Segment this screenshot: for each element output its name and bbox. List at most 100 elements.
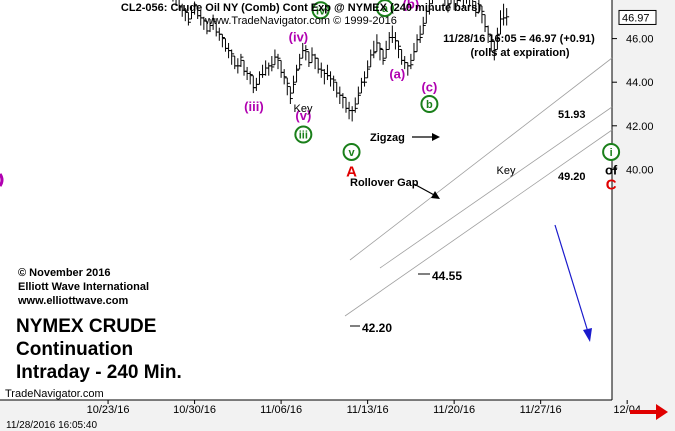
price-bar: [365, 60, 371, 79]
svg-text:b: b: [426, 99, 433, 111]
price-bar: [303, 45, 309, 61]
key-lower-label: Key: [497, 165, 516, 177]
timestamp-label: 11/28/2016 16:05:40: [6, 420, 97, 431]
svg-text:C: C: [606, 177, 617, 194]
price-bars: [172, 0, 510, 122]
price-bar: [448, 0, 452, 5]
date-axis: [0, 400, 675, 431]
svg-text:(iii): (iii): [244, 99, 264, 114]
price-bar: [331, 75, 337, 91]
price-bar: [210, 14, 216, 30]
rollover-gap-label: Rollover Gap: [350, 177, 419, 189]
rollover-gap-arrow-head: [431, 191, 440, 199]
wave-label: (a): [389, 66, 405, 81]
wave-label: (v): [295, 108, 311, 123]
scroll-right-arrow-icon[interactable]: [630, 404, 668, 420]
offscreen-label-fragment: [0, 173, 4, 187]
svg-text:(c): (c): [421, 80, 437, 95]
zigzag-label: Zigzag: [370, 132, 405, 144]
wave-label: v: [342, 142, 361, 161]
price-bar: [297, 53, 303, 70]
date-tick-label: 11/27/16: [520, 404, 562, 416]
channel-lines: [344, 57, 613, 317]
svg-text:v: v: [348, 147, 355, 159]
projection-arrow-head: [583, 328, 592, 342]
date-tick-label: 11/13/16: [347, 404, 389, 416]
price-bar: [408, 53, 414, 70]
continuation-title: Continuation: [16, 339, 133, 360]
price-bar: [494, 27, 500, 50]
svg-text:(v): (v): [295, 108, 311, 123]
projection-arrow: [554, 224, 589, 333]
price-bar: [355, 86, 361, 105]
plot-area: [0, 0, 612, 400]
price-bar: [420, 16, 426, 35]
price-tick-label: 44.00: [626, 77, 654, 89]
wave-label: (c): [421, 80, 437, 95]
wave-label: C: [606, 177, 617, 194]
price-bar: [430, 0, 434, 5]
last-price-label: 46.97: [622, 12, 650, 24]
website-line: www.elliottwave.com: [17, 295, 128, 307]
price-bar: [444, 0, 446, 6]
wave-label: (iii): [244, 99, 264, 114]
wave-label: a: [375, 0, 394, 18]
rolls-note: (rolls at expiration): [470, 47, 569, 59]
price-bar: [488, 33, 494, 52]
channel-lower: [344, 129, 613, 317]
price-bar: [182, 8, 188, 22]
timeframe-title: Intraday - 240 Min.: [16, 362, 182, 383]
channel-upper: [349, 57, 613, 261]
price-bar: [238, 53, 244, 67]
low-a-label: 42.20: [362, 321, 392, 335]
key-upper-label: Key: [294, 103, 313, 115]
key-lower-value: 49.20: [558, 171, 586, 183]
price-bar: [377, 42, 383, 61]
price-bar: [426, 0, 432, 15]
svg-text:A: A: [346, 164, 357, 181]
price-bar: [287, 86, 293, 104]
wave-label: i: [602, 142, 621, 161]
wave-label: A: [346, 164, 357, 181]
svg-text:(iv): (iv): [289, 29, 309, 44]
svg-text:a: a: [382, 3, 389, 15]
price-tick-label: 42.00: [626, 121, 654, 133]
date-tick-label: 11/06/16: [260, 404, 302, 416]
price-bar: [462, 0, 464, 9]
price-bar: [362, 71, 368, 87]
price-bar: [472, 0, 474, 11]
svg-text:of: of: [605, 162, 618, 177]
price-bar: [504, 8, 510, 26]
price-bar: [380, 49, 386, 65]
wave-label: iii: [294, 125, 313, 144]
price-bar: [371, 40, 377, 59]
svg-text:iv: iv: [316, 5, 326, 17]
wave-label: (iv): [289, 29, 309, 44]
price-tick-label: 40.00: [626, 164, 654, 176]
date-tick-label: 11/20/16: [433, 404, 475, 416]
wave-label: (b): [403, 0, 420, 12]
price-bar: [175, 0, 177, 6]
quote-line: 11/28/16 16:05 = 46.97 (+0.91): [443, 33, 595, 45]
low-b-label: 44.55: [432, 269, 462, 283]
key-upper-value: 51.93: [558, 109, 586, 121]
chart-subtitle: www.TradeNavigator.com © 1999-2016: [204, 15, 397, 27]
wave-label: of: [605, 162, 618, 177]
price-tick-label: 46.00: [626, 34, 654, 46]
price-bar: [185, 11, 191, 26]
price-bar: [352, 97, 358, 113]
wave-labels: (A)Yc(v)iii(ii)(i)(iii)(iv)iv(v)iiivAa(b…: [244, 0, 621, 194]
price-bar: [417, 25, 423, 43]
price-bar: [275, 53, 281, 70]
svg-text:(a): (a): [389, 66, 405, 81]
price-bar: [396, 40, 402, 59]
price-bar: [201, 16, 207, 30]
price-bar: [479, 5, 485, 24]
date-tick-label: 10/30/16: [173, 404, 216, 416]
price-bar: [284, 77, 290, 96]
price-tick-label: 48.00: [626, 0, 654, 2]
chart-title: CL2-056: Crude Oil NY (Comb) Cont Exp @ …: [121, 2, 481, 14]
